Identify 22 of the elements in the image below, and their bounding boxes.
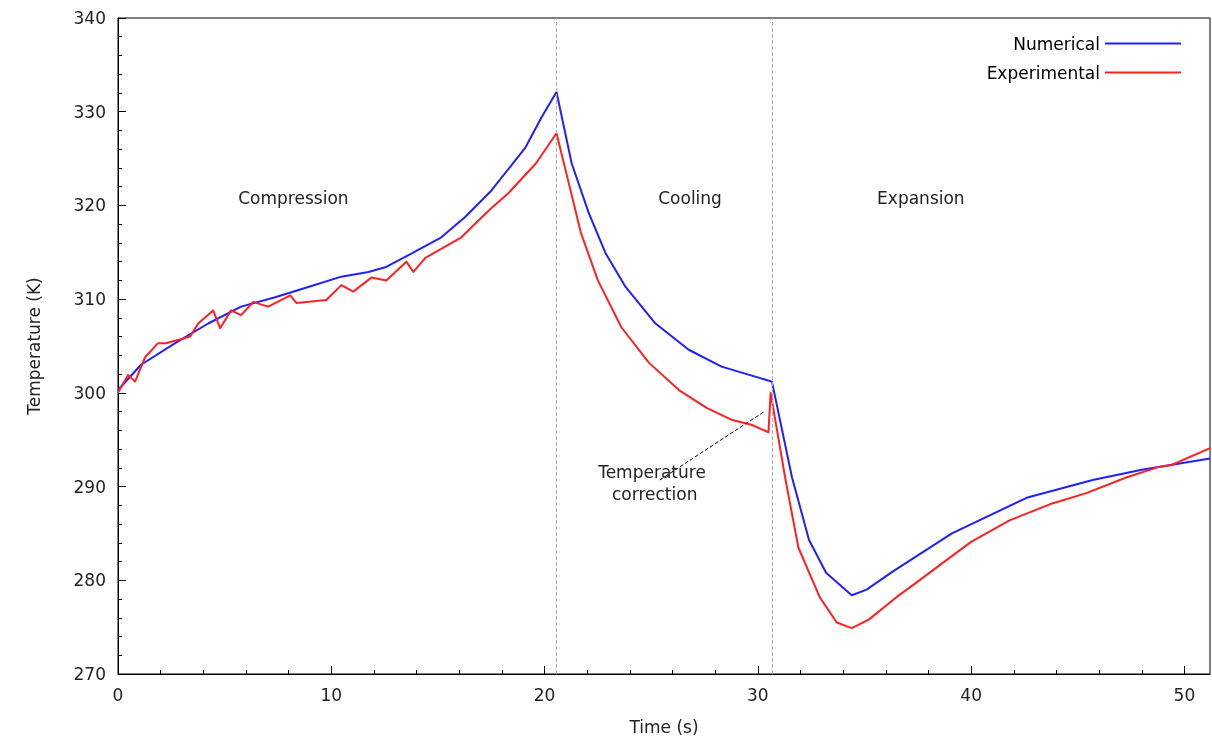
annotation: Temperature correction: [597, 462, 712, 505]
y-tick-label: 270: [73, 664, 106, 684]
annotation: Compression: [238, 188, 349, 208]
legend-label: Experimental: [986, 62, 1100, 83]
y-tick-label: 300: [73, 382, 106, 403]
y-tick-label: 330: [73, 101, 106, 122]
x-tick-label: 0: [112, 684, 124, 705]
y-axis-title: Temperature (K): [23, 277, 44, 416]
legend-label: Numerical: [1013, 33, 1100, 54]
x-tick-label: 50: [1173, 684, 1196, 705]
y-tick-label: 310: [73, 289, 106, 310]
y-tick-label: 290: [73, 476, 106, 497]
y-tick-label: 320: [73, 195, 106, 216]
x-tick-label: 10: [320, 684, 343, 705]
x-axis-title: Time (s): [628, 716, 699, 737]
x-tick-label: 40: [960, 684, 982, 705]
y-tick-label: 280: [73, 570, 106, 591]
x-tick-label: 20: [533, 684, 556, 705]
annotation: Expansion: [877, 188, 965, 208]
y-tick-label: 340: [73, 8, 106, 28]
annotation: Cooling: [658, 188, 722, 208]
x-tick-label: 30: [747, 684, 769, 705]
